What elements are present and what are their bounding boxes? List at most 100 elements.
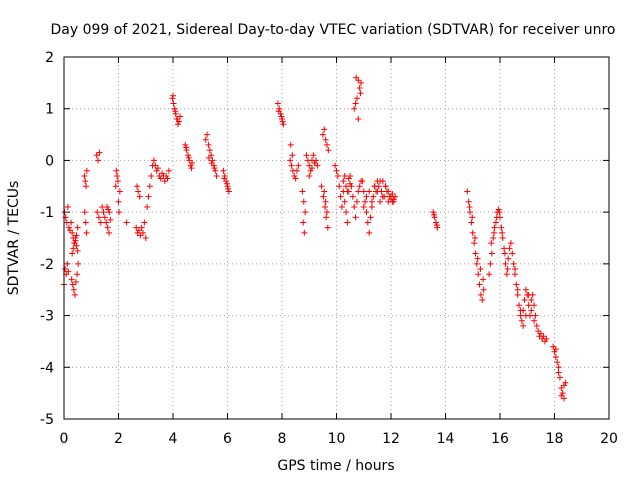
x-tick-label: 10 (328, 431, 346, 447)
data-point (205, 154, 212, 161)
data-point (562, 379, 569, 386)
data-point (153, 167, 160, 174)
data-point (531, 317, 538, 324)
data-point (188, 165, 195, 172)
data-point (491, 229, 498, 236)
data-point (474, 255, 481, 262)
data-point (431, 214, 438, 221)
data-point (480, 276, 487, 283)
data-point (320, 193, 327, 200)
data-point (70, 286, 77, 293)
data-point (356, 183, 363, 190)
data-points (61, 74, 569, 402)
data-point (183, 144, 190, 151)
data-point (202, 136, 209, 143)
data-point (157, 175, 164, 182)
data-point (174, 116, 181, 123)
data-point (123, 219, 130, 226)
data-point (358, 79, 365, 86)
data-point (322, 203, 329, 210)
data-point (279, 118, 286, 125)
data-point (73, 242, 80, 249)
data-point (209, 157, 216, 164)
data-point (145, 193, 152, 200)
data-point (83, 167, 90, 174)
data-point (105, 229, 112, 236)
data-point (300, 219, 307, 226)
data-point (291, 172, 298, 179)
data-point (94, 209, 101, 216)
data-point (116, 188, 123, 195)
data-point (356, 85, 363, 92)
data-point (136, 193, 143, 200)
data-point (74, 247, 81, 254)
data-point (351, 105, 358, 112)
y-tick-label: 1 (45, 102, 54, 118)
data-point (490, 235, 497, 241)
data-point (353, 198, 360, 205)
data-point (552, 353, 559, 360)
data-point (360, 203, 367, 210)
data-point (318, 183, 325, 190)
data-point (62, 266, 69, 273)
data-point (292, 175, 299, 182)
data-point (347, 172, 354, 179)
data-point (134, 229, 141, 236)
y-tick-label: -5 (40, 412, 54, 428)
data-point (301, 229, 308, 236)
data-point (74, 224, 81, 231)
data-point (221, 175, 228, 182)
data-point (325, 147, 332, 154)
data-point (333, 167, 340, 174)
data-point (101, 214, 108, 221)
data-point (322, 198, 329, 205)
data-point (184, 152, 191, 159)
data-point (163, 172, 170, 179)
data-point (338, 203, 345, 210)
data-point (213, 172, 220, 179)
data-point (337, 193, 344, 200)
data-point (144, 203, 151, 210)
x-tick-label: 2 (114, 431, 123, 447)
data-point (357, 90, 364, 97)
data-point (550, 343, 557, 350)
data-point (295, 162, 302, 169)
data-point (521, 297, 528, 304)
x-tick-label: 0 (60, 431, 69, 447)
y-tick-label: -1 (40, 205, 54, 221)
data-point (506, 245, 513, 252)
data-point (323, 214, 330, 221)
data-point (375, 183, 382, 190)
data-point (464, 188, 471, 195)
data-point (477, 266, 484, 273)
data-point (170, 100, 177, 107)
data-point (303, 152, 310, 159)
data-point (106, 209, 113, 216)
data-point (382, 183, 389, 190)
data-point (473, 260, 480, 267)
data-point (334, 172, 341, 179)
x-tick-label: 4 (169, 431, 178, 447)
data-point (68, 219, 75, 226)
data-point (93, 152, 100, 159)
data-point (558, 392, 565, 399)
data-point (81, 209, 88, 216)
data-point (491, 224, 498, 231)
data-point (289, 152, 296, 159)
data-point (366, 229, 373, 236)
data-point (465, 198, 472, 205)
data-point (65, 224, 72, 231)
data-point (486, 271, 493, 278)
data-point (332, 162, 339, 169)
data-point (379, 178, 386, 185)
data-point (355, 188, 362, 195)
data-point (555, 369, 562, 376)
data-point (386, 193, 393, 200)
data-point (341, 172, 348, 179)
data-point (288, 162, 295, 169)
data-point (220, 167, 227, 174)
data-point (368, 198, 375, 205)
data-point (434, 224, 441, 231)
